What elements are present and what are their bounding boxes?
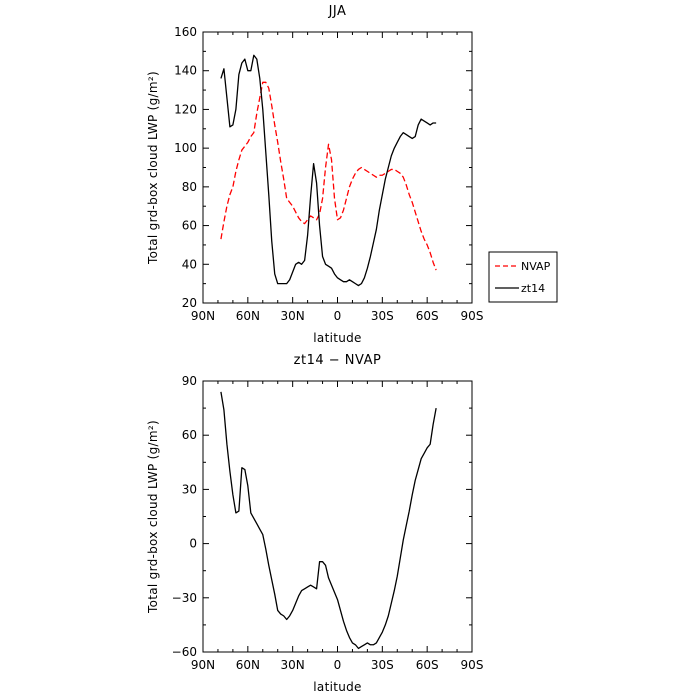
- x-axis-label: latitude: [313, 331, 361, 345]
- y-tick-label: 140: [174, 64, 197, 78]
- x-tick-label: 90N: [191, 658, 215, 672]
- panel-difference: zt14 − NVAP latitude Total grd-box cloud…: [146, 353, 483, 694]
- x-tick-label: 60N: [236, 658, 260, 672]
- y-axis-label: Total grd-box cloud LWP (g/m²): [146, 71, 160, 265]
- x-axis-label: latitude: [313, 680, 361, 694]
- plot-frame: [202, 31, 473, 304]
- y-tick-label: 0: [189, 537, 197, 551]
- y-tick-label: 60: [182, 428, 197, 442]
- panel-title: zt14 − NVAP: [294, 353, 382, 368]
- y-tick-label: −60: [172, 645, 197, 659]
- x-tick-label: 0: [334, 658, 342, 672]
- y-tick-label: 30: [182, 482, 197, 496]
- y-tick-label: −30: [172, 591, 197, 605]
- y-tick-label: 80: [182, 180, 197, 194]
- y-tick-label: 60: [182, 219, 197, 233]
- x-tick-label: 30N: [281, 309, 305, 323]
- series-line-nvap: [220, 81, 437, 271]
- x-tick-label: 30S: [371, 309, 394, 323]
- plot-frame: [202, 380, 473, 653]
- y-tick-label: 120: [174, 102, 197, 116]
- panel-jja: JJA latitude Total grd-box cloud LWP (g/…: [146, 4, 483, 345]
- x-tick-label: 60N: [236, 309, 260, 323]
- series-line-zt14: [220, 54, 437, 287]
- x-tick-label: 60S: [416, 658, 439, 672]
- x-tick-label: 30S: [371, 658, 394, 672]
- y-axis-label: Total grd-box cloud LWP (g/m²): [146, 420, 160, 614]
- x-tick-label: 90S: [461, 658, 484, 672]
- x-tick-label: 0: [334, 309, 342, 323]
- legend-box: [488, 251, 558, 303]
- panel-title: JJA: [328, 4, 347, 19]
- legend: NVAP zt14: [488, 251, 558, 303]
- y-tick-label: 100: [174, 141, 197, 155]
- x-tick-label: 90N: [191, 309, 215, 323]
- y-tick-label: 20: [182, 296, 197, 310]
- legend-label-zt14: zt14: [521, 282, 545, 295]
- x-tick-label: 90S: [461, 309, 484, 323]
- y-tick-label: 40: [182, 257, 197, 271]
- legend-label-nvap: NVAP: [521, 260, 551, 273]
- series-line-difference: [220, 391, 437, 650]
- x-tick-label: 60S: [416, 309, 439, 323]
- y-tick-label: 90: [182, 374, 197, 388]
- y-tick-label: 160: [174, 25, 197, 39]
- x-tick-label: 30N: [281, 658, 305, 672]
